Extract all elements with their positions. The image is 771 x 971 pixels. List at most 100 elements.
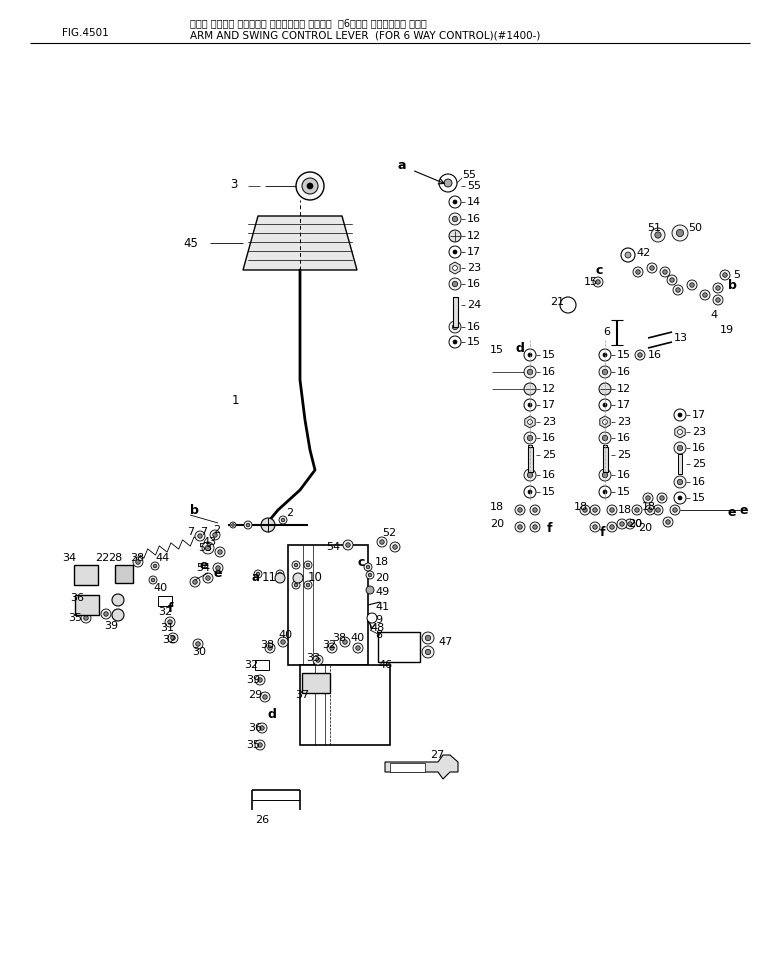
Circle shape: [151, 578, 155, 582]
Circle shape: [316, 657, 320, 662]
Bar: [453, 297, 458, 327]
Circle shape: [599, 383, 611, 395]
Text: 7: 7: [187, 527, 194, 537]
Circle shape: [281, 640, 285, 644]
Circle shape: [643, 493, 653, 503]
Circle shape: [650, 266, 655, 270]
Text: 38: 38: [130, 553, 144, 563]
Text: 52: 52: [382, 528, 396, 538]
Text: 15: 15: [542, 350, 556, 360]
Circle shape: [422, 632, 434, 644]
Circle shape: [528, 353, 532, 357]
Polygon shape: [449, 262, 460, 274]
Circle shape: [580, 505, 590, 515]
Circle shape: [533, 524, 537, 529]
Circle shape: [215, 547, 225, 557]
Text: 49: 49: [375, 587, 389, 597]
Text: 29: 29: [248, 690, 262, 700]
Circle shape: [193, 639, 203, 649]
Bar: [158, 596, 172, 606]
Circle shape: [302, 178, 318, 194]
Circle shape: [655, 232, 662, 238]
Circle shape: [306, 563, 310, 567]
Circle shape: [449, 321, 461, 333]
Circle shape: [528, 490, 532, 494]
Circle shape: [645, 505, 655, 515]
Circle shape: [617, 519, 627, 529]
Text: 5: 5: [733, 270, 740, 280]
Text: 16: 16: [542, 433, 556, 443]
Circle shape: [621, 248, 635, 262]
Text: 53: 53: [198, 543, 212, 553]
Text: 4: 4: [710, 310, 717, 320]
Text: f: f: [168, 601, 173, 615]
Circle shape: [295, 584, 298, 586]
Circle shape: [165, 617, 175, 627]
Text: 15: 15: [542, 487, 556, 497]
Text: c: c: [357, 555, 365, 568]
Text: 16: 16: [692, 477, 706, 487]
Text: 23: 23: [617, 417, 631, 427]
Circle shape: [675, 287, 680, 292]
Circle shape: [444, 179, 452, 187]
Circle shape: [330, 646, 335, 651]
Text: 40: 40: [278, 630, 292, 640]
Circle shape: [369, 573, 372, 577]
Text: f: f: [600, 525, 605, 539]
Circle shape: [278, 637, 288, 647]
Text: a: a: [398, 158, 406, 172]
Circle shape: [527, 435, 533, 441]
Circle shape: [136, 559, 140, 564]
Text: 30: 30: [192, 647, 206, 657]
Circle shape: [633, 267, 643, 277]
Text: 16: 16: [617, 470, 631, 480]
Circle shape: [281, 519, 284, 521]
Text: 50: 50: [688, 223, 702, 233]
Circle shape: [83, 597, 93, 607]
Bar: [300, 665, 390, 745]
Text: 12: 12: [467, 231, 481, 241]
Circle shape: [610, 508, 614, 513]
Circle shape: [453, 266, 457, 270]
Circle shape: [168, 619, 172, 624]
Circle shape: [583, 508, 588, 513]
Circle shape: [673, 285, 683, 295]
Text: 16: 16: [617, 433, 631, 443]
Circle shape: [278, 572, 281, 576]
Circle shape: [343, 540, 353, 550]
Text: 24: 24: [467, 300, 481, 310]
Circle shape: [603, 353, 607, 357]
Circle shape: [213, 533, 217, 537]
Circle shape: [442, 177, 454, 189]
Text: 20: 20: [375, 573, 389, 583]
Text: 12: 12: [617, 384, 631, 394]
Text: 20: 20: [490, 519, 504, 529]
Circle shape: [345, 543, 350, 548]
Text: 18: 18: [642, 502, 656, 512]
Circle shape: [607, 522, 617, 532]
Text: 34: 34: [62, 553, 76, 563]
Circle shape: [343, 640, 347, 644]
Circle shape: [674, 409, 686, 421]
Circle shape: [672, 225, 688, 241]
Text: 16: 16: [467, 322, 481, 332]
Text: 9: 9: [375, 615, 382, 625]
Circle shape: [603, 403, 607, 407]
Text: 16: 16: [467, 279, 481, 289]
Circle shape: [530, 522, 540, 532]
Circle shape: [599, 366, 611, 378]
Circle shape: [193, 580, 197, 585]
Circle shape: [524, 349, 536, 361]
Circle shape: [687, 280, 697, 290]
Text: 32: 32: [322, 640, 336, 650]
Text: 12: 12: [542, 384, 556, 394]
Polygon shape: [385, 755, 458, 779]
Circle shape: [599, 349, 611, 361]
Circle shape: [674, 492, 686, 504]
Text: d: d: [268, 708, 277, 720]
Circle shape: [260, 725, 264, 730]
Circle shape: [625, 519, 635, 529]
Text: 17: 17: [467, 247, 481, 257]
Circle shape: [257, 723, 267, 733]
Text: 51: 51: [647, 223, 661, 233]
